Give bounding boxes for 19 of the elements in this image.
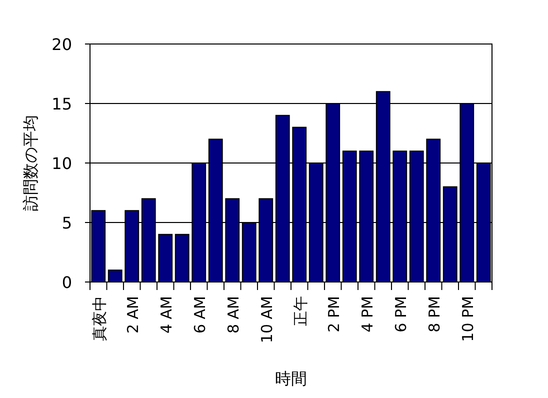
- x-tick-label: 10 PM: [458, 296, 477, 342]
- x-axis-title: 時間: [275, 369, 307, 388]
- x-tick-label: 8 AM: [224, 296, 242, 334]
- y-tick-label: 20: [52, 35, 72, 54]
- y-axis-title: 訪問数の平均: [21, 115, 40, 211]
- x-tick-label: 正午: [291, 296, 310, 326]
- x-tick-label: 真夜中: [90, 296, 108, 341]
- y-tick-label: 10: [52, 154, 72, 173]
- x-tick-label: 2 AM: [124, 296, 142, 334]
- x-tick-label: 4 AM: [157, 296, 176, 334]
- x-tick-label: 2 PM: [324, 296, 343, 332]
- x-tick-label: 10 AM: [258, 296, 276, 344]
- x-tick-label: 6 AM: [190, 296, 209, 334]
- x-tick-label: 6 PM: [392, 296, 410, 332]
- x-tick-label: 4 PM: [358, 296, 376, 332]
- y-tick-label: 5: [62, 214, 72, 232]
- x-tick-label: 8 PM: [425, 296, 444, 332]
- y-tick-label: 0: [62, 273, 72, 292]
- y-tick-label: 15: [52, 94, 72, 114]
